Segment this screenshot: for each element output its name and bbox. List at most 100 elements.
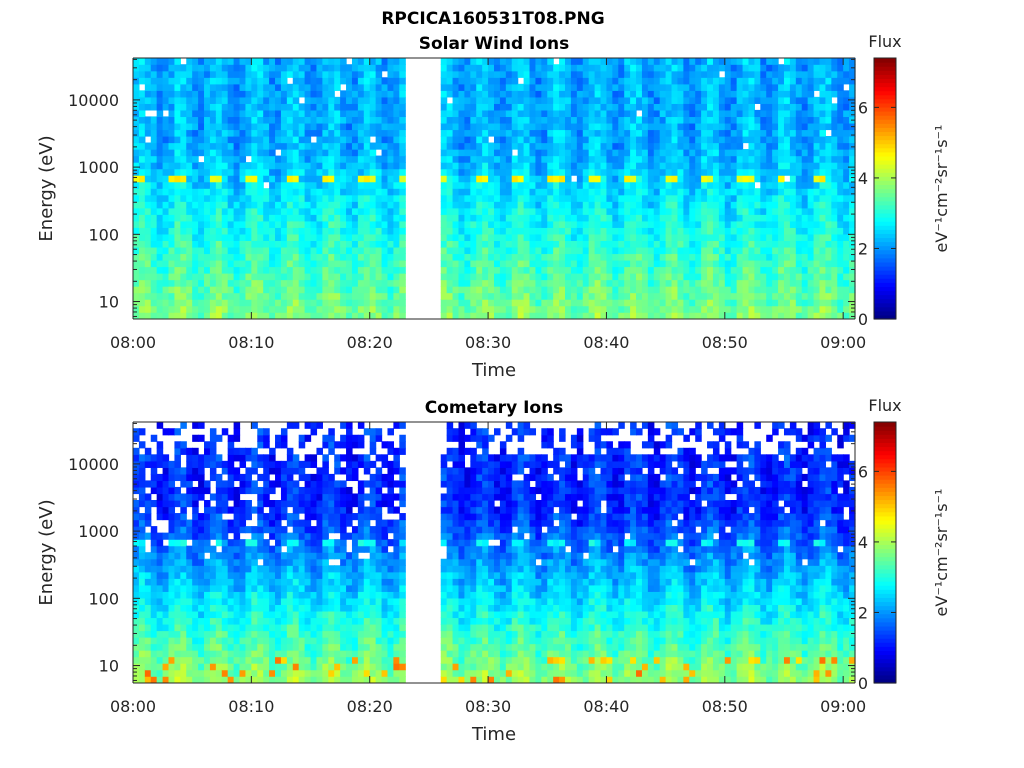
heatmap-cell	[559, 57, 566, 65]
heatmap-cell	[772, 188, 779, 196]
heatmap-cell	[807, 109, 815, 118]
heatmap-cell	[600, 155, 608, 163]
heatmap-cell	[292, 122, 300, 131]
heatmap-cell	[630, 116, 637, 124]
heatmap-cell	[736, 207, 744, 215]
heatmap-cell	[286, 273, 294, 281]
heatmap-cell	[647, 103, 655, 111]
heatmap-cell	[245, 96, 252, 104]
heatmap-cell	[795, 116, 803, 124]
heatmap-cell	[523, 136, 531, 144]
heatmap-cell	[470, 299, 477, 307]
heatmap-cell	[730, 273, 738, 281]
heatmap-cell	[783, 227, 791, 235]
heatmap-cell	[286, 312, 294, 320]
heatmap-cell	[162, 617, 170, 625]
heatmap-cell	[269, 175, 276, 183]
heatmap-cell	[322, 96, 329, 104]
heatmap-cell	[162, 565, 170, 573]
heatmap-cell	[198, 201, 205, 209]
heatmap-cell	[150, 214, 158, 222]
heatmap-cell	[227, 77, 235, 85]
heatmap-cell	[150, 129, 158, 137]
heatmap-cell	[819, 149, 827, 157]
heatmap-cell	[340, 57, 347, 65]
heatmap-cell	[304, 129, 312, 137]
heatmap-cell	[482, 122, 489, 131]
heatmap-cell	[269, 240, 276, 248]
heatmap-cell	[381, 286, 389, 294]
heatmap-cell	[292, 246, 300, 255]
heatmap-cell	[630, 286, 637, 294]
heatmap-cell	[192, 273, 199, 281]
heatmap-cell	[712, 194, 720, 202]
heatmap-cell	[523, 220, 531, 228]
heatmap-cell	[280, 259, 288, 268]
heatmap-cell	[304, 246, 312, 255]
heatmap-cell	[494, 181, 501, 189]
heatmap-cell	[357, 286, 365, 294]
heatmap-cell	[452, 155, 460, 163]
heatmap-cell	[292, 77, 300, 85]
heatmap-cell	[482, 214, 489, 222]
heatmap-cell	[239, 168, 247, 176]
heatmap-cell	[647, 220, 655, 228]
heatmap-cell	[233, 233, 241, 241]
heatmap-cell	[559, 136, 566, 144]
heatmap-cell	[594, 136, 602, 144]
heatmap-cell	[843, 201, 850, 209]
colorbar-segment	[874, 127, 896, 133]
heatmap-cell	[742, 194, 750, 202]
heatmap-cell	[482, 149, 489, 157]
heatmap-cell	[576, 136, 584, 144]
heatmap-cell	[150, 83, 158, 91]
heatmap-cell	[334, 312, 341, 320]
heatmap-cell	[357, 214, 365, 222]
heatmap-cell	[310, 149, 318, 157]
heatmap-cell	[133, 454, 140, 462]
heatmap-cell	[452, 227, 460, 235]
heatmap-cell	[683, 220, 690, 228]
heatmap-cell	[269, 312, 276, 320]
heatmap-cell	[144, 480, 152, 488]
heatmap-cell	[263, 312, 270, 320]
heatmap-cell	[458, 194, 466, 202]
heatmap-cell	[783, 266, 791, 274]
heatmap-cell	[541, 253, 548, 261]
heatmap-cell	[736, 109, 744, 118]
heatmap-cell	[387, 220, 394, 228]
heatmap-cell	[523, 253, 531, 261]
heatmap-cell	[636, 286, 643, 294]
heatmap-cell	[269, 70, 276, 78]
heatmap-cell	[582, 149, 590, 157]
heatmap-cell	[192, 70, 199, 78]
heatmap-cell	[233, 246, 241, 255]
heatmap-cell	[724, 194, 732, 202]
heatmap-cell	[665, 142, 673, 150]
heatmap-cell	[452, 233, 460, 241]
heatmap-cell	[470, 175, 477, 183]
heatmap-cell	[736, 240, 744, 248]
heatmap-cell	[499, 194, 507, 202]
heatmap-cell	[665, 149, 673, 157]
heatmap-cell	[535, 201, 542, 209]
heatmap-cell	[334, 175, 341, 183]
heatmap-cell	[695, 266, 702, 274]
heatmap-cell	[381, 233, 389, 241]
heatmap-cell	[482, 259, 489, 268]
heatmap-cell	[138, 428, 146, 436]
heatmap-cell	[754, 64, 761, 72]
heatmap-cell	[565, 155, 572, 163]
heatmap-cell	[393, 83, 400, 91]
heatmap-cell	[387, 142, 394, 150]
heatmap-cell	[511, 96, 519, 104]
heatmap-cell	[736, 57, 744, 65]
heatmap-cell	[399, 207, 406, 215]
heatmap-cell	[168, 292, 176, 300]
heatmap-cell	[505, 305, 513, 313]
heatmap-cell	[499, 273, 507, 281]
heatmap-cell	[215, 142, 223, 150]
heatmap-cell	[683, 181, 690, 189]
heatmap-cell	[843, 77, 850, 85]
heatmap-cell	[138, 103, 146, 111]
